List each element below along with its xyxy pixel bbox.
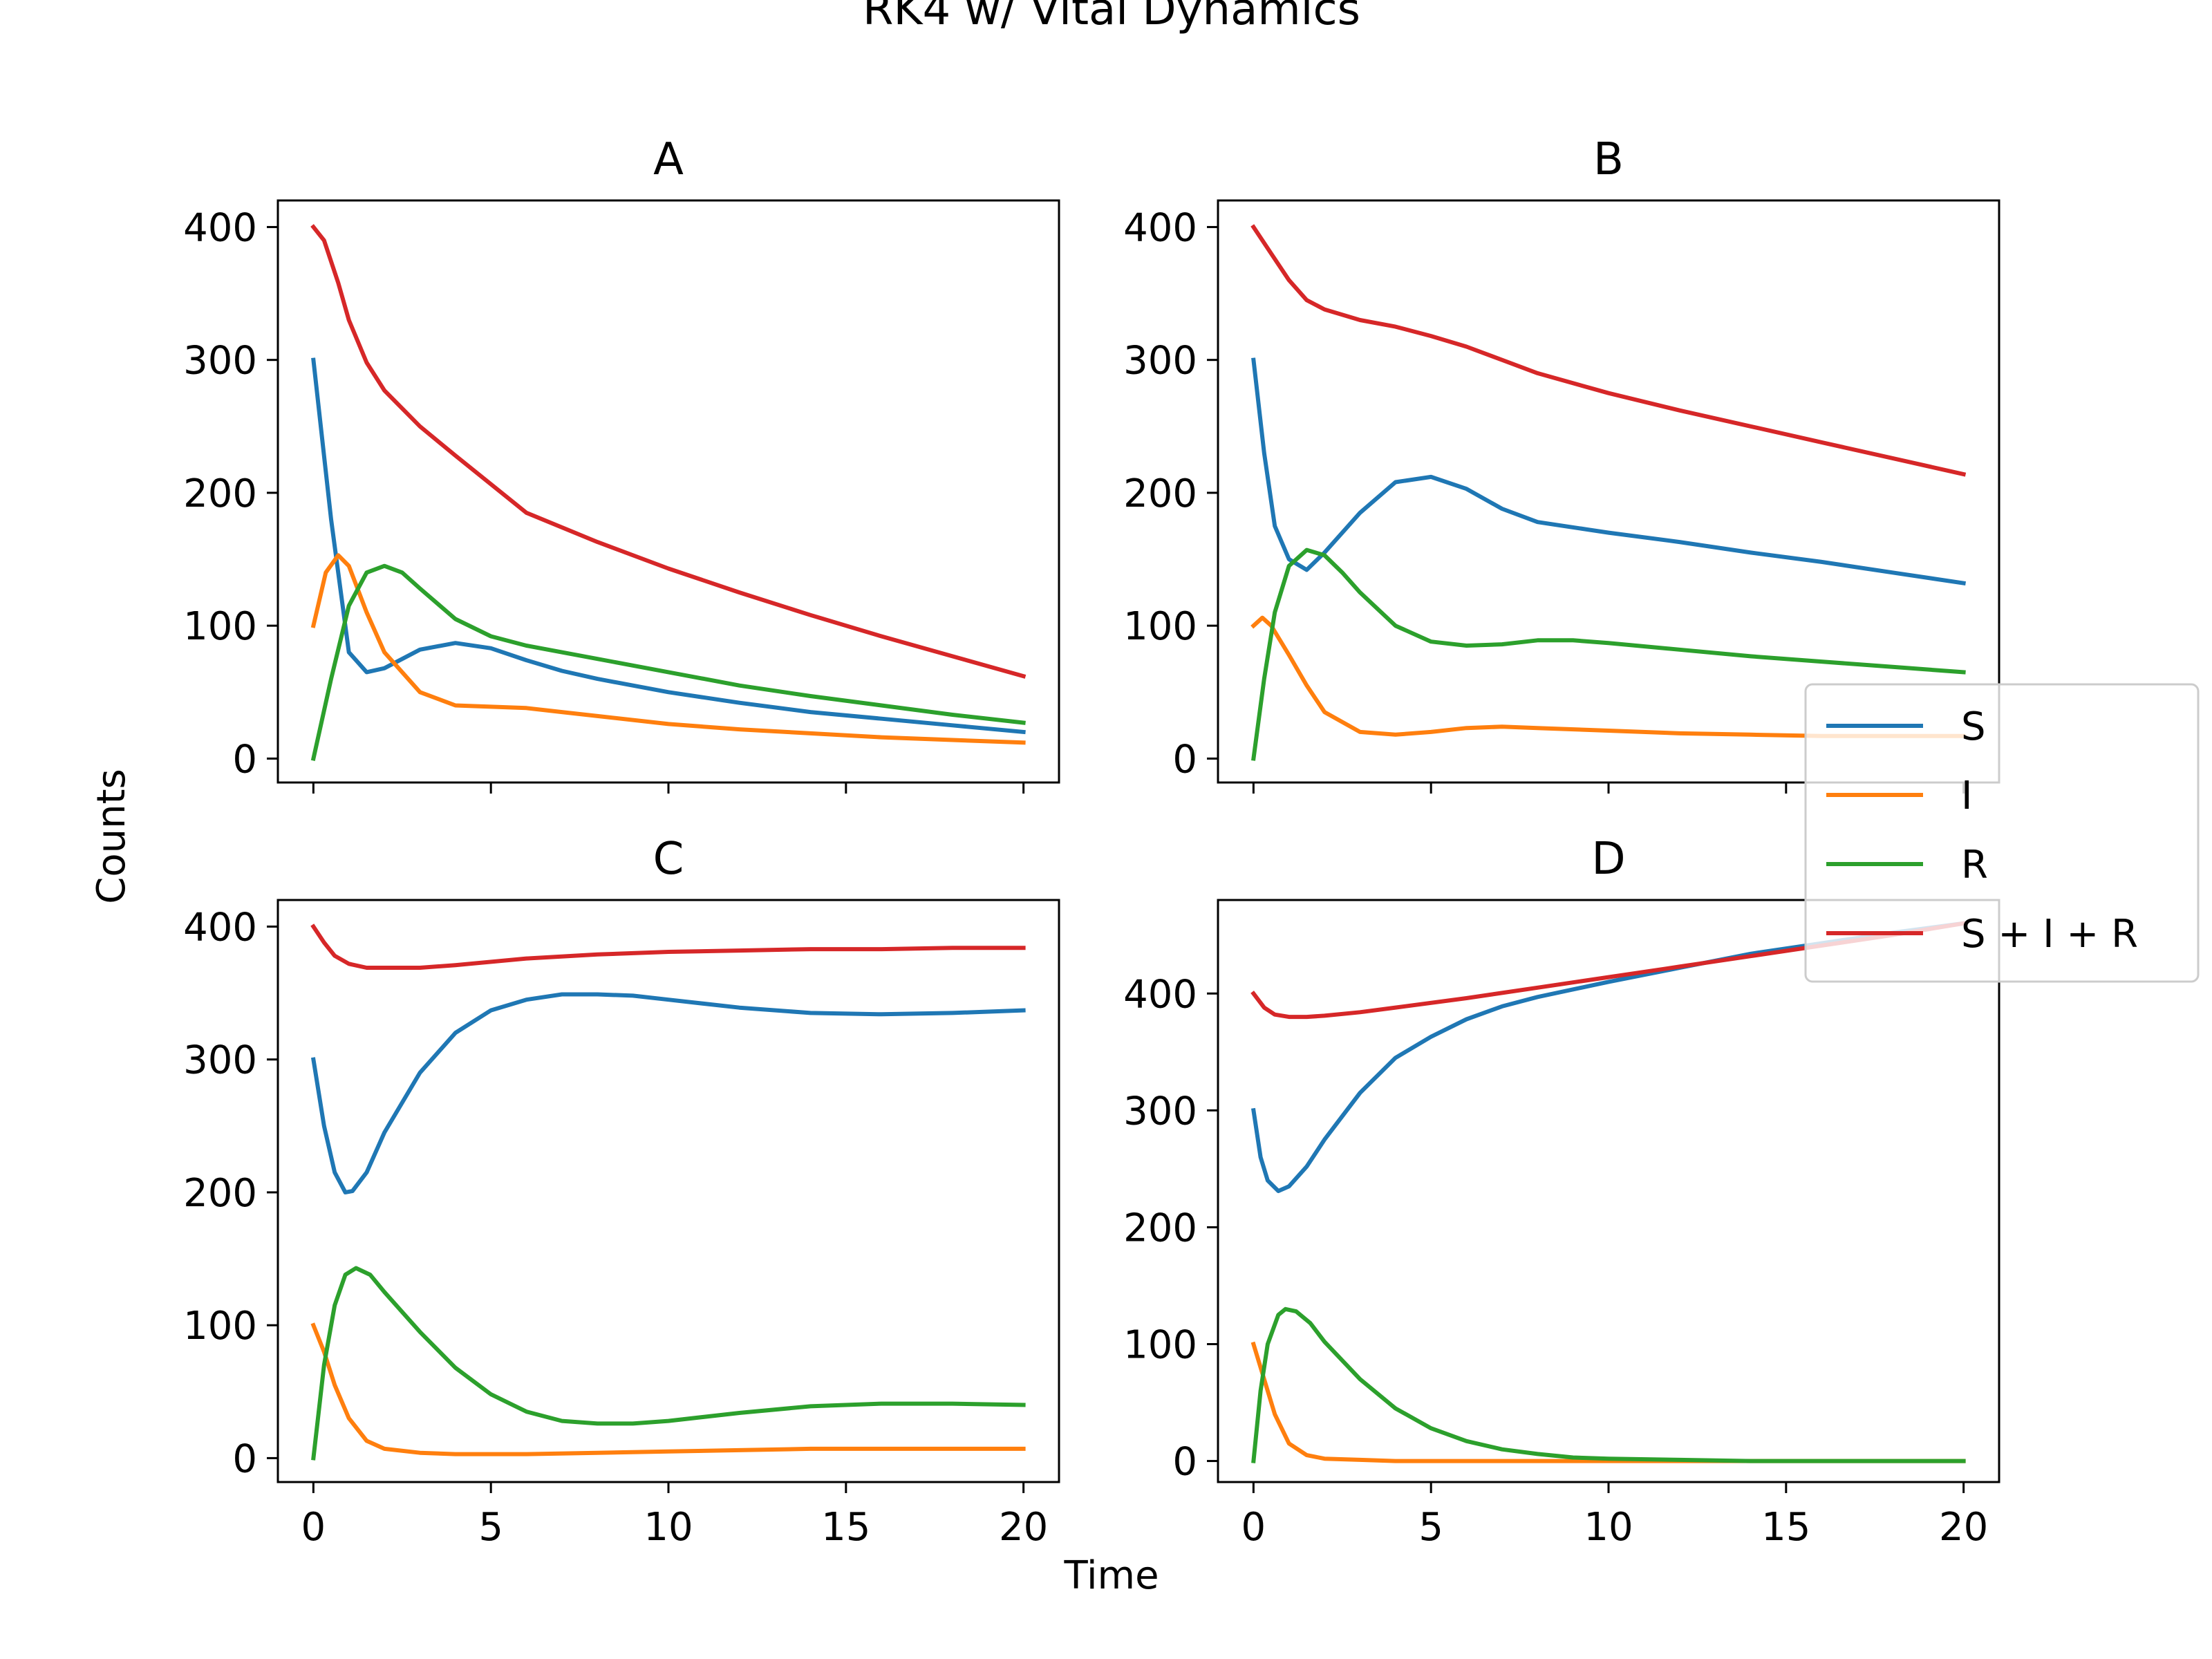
series-line-s [310,992,1026,1194]
series-line-s-i-r [1250,921,1967,1020]
y-tick-label: 0 [232,1436,257,1481]
legend: SIR S + I + R [1804,683,2200,983]
legend-entry-r: R [1826,843,1988,888]
y-tick-label: 400 [1123,205,1197,250]
y-tick-label: 300 [183,339,257,384]
x-tick-label: 0 [1241,1505,1266,1550]
panel-b: B 0 100 200 300 400 [1123,134,2000,794]
series-group [1250,921,1967,1463]
x-tick-label: 20 [1939,1505,1988,1550]
y-tick-label: 200 [183,1171,257,1216]
y-tick-label: 300 [183,1038,257,1083]
series-line-r [311,1266,1026,1461]
panel-d: D 0 100 200 300 400 0 5 10 15 20 [1123,834,2000,1550]
figure-title: RK4 w/ Vital Dynamics [863,0,1360,35]
x-tick-label: 15 [821,1505,870,1550]
legend-label: R [1961,843,1988,888]
y-tick-label: 100 [183,1304,257,1349]
x-tick-label: 20 [999,1505,1048,1550]
y-tick-label: 100 [1123,1322,1197,1367]
series-line-s-i-r [1250,224,1967,477]
series-line-i [310,553,1026,745]
panel-title: D [1591,834,1625,885]
series-line-s [1251,357,1967,586]
series-group [310,224,1027,761]
legend-label: S + I + R [1961,912,2138,957]
series-group [1250,224,1967,761]
panel-title: B [1593,134,1624,185]
legend-entry-s: S [1826,704,1986,749]
y-tick-label: 400 [1123,972,1197,1017]
y-tick-label: 0 [1172,737,1197,782]
legend-entry-i: I [1826,774,1973,818]
x-tick-label: 5 [1418,1505,1443,1550]
y-tick-label: 100 [1123,604,1197,649]
series-line-s [311,357,1026,735]
series-line-s-i-r [310,924,1026,970]
y-tick-label: 0 [232,737,257,782]
series-line-i [310,1322,1026,1456]
x-tick-label: 5 [478,1505,503,1550]
legend-box [1804,683,2200,983]
x-tick-label: 10 [644,1505,693,1550]
y-tick-label: 400 [183,205,257,250]
series-group [310,924,1026,1461]
series-line-i [1250,615,1966,738]
y-tick-label: 100 [183,604,257,649]
x-tick-label: 15 [1761,1505,1810,1550]
y-axis-label: Counts [89,769,134,903]
y-tick-label: 200 [183,471,257,516]
y-tick-label: 0 [1172,1440,1197,1485]
y-tick-label: 200 [1123,1206,1197,1250]
panel-c: C 0 100 200 300 400 0 5 10 15 20 [183,834,1060,1550]
x-tick-label: 10 [1584,1505,1633,1550]
x-tick-label: 0 [301,1505,326,1550]
series-line-s-i-r [310,224,1027,679]
legend-entry-s-i-r: S + I + R [1826,912,2138,957]
series-line-r [1251,1306,1966,1463]
panel-title: C [653,834,684,885]
y-tick-label: 400 [183,905,257,950]
y-tick-label: 300 [1123,1089,1197,1134]
series-line-r [1251,547,1966,761]
series-line-r [310,563,1026,761]
panel-title: A [653,134,684,185]
legend-label: S [1961,704,1986,749]
panels: A0100200300400B0100200300400C01002003004… [183,134,2000,1550]
series-line-s [1250,921,1966,1193]
legend-label: I [1961,774,1973,818]
y-tick-label: 300 [1123,339,1197,384]
y-tick-label: 200 [1123,471,1197,516]
panel-a: A 0 100 200 300 400 [183,134,1060,794]
x-axis-label: Time [1063,1553,1159,1598]
